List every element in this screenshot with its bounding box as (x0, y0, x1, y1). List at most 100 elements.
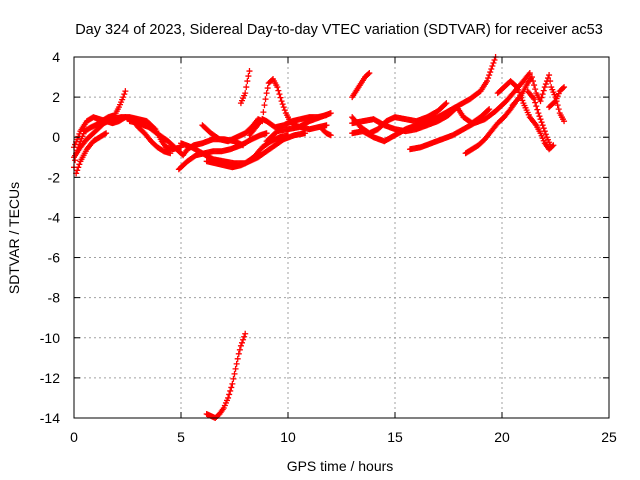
data-point (532, 99, 539, 106)
data-points (71, 54, 568, 421)
data-point (519, 97, 526, 104)
y-axis-label: SDTVAR / TECUs (6, 182, 22, 294)
data-point (226, 391, 233, 398)
data-point (535, 110, 542, 117)
data-point (302, 130, 309, 137)
data-point (102, 130, 109, 137)
data-point (122, 88, 129, 95)
data-point (531, 96, 538, 103)
data-point (491, 57, 498, 64)
data-point (231, 370, 238, 377)
data-point (230, 375, 237, 382)
data-point (546, 72, 553, 79)
satellite-track (524, 88, 555, 151)
satellite-track (546, 84, 568, 111)
data-point (536, 113, 543, 120)
data-point (277, 94, 284, 101)
satellite-track (349, 70, 373, 101)
data-point (528, 74, 535, 81)
y-tick-label: 0 (52, 129, 60, 145)
data-point (537, 98, 544, 105)
data-point (515, 86, 522, 93)
data-point (242, 330, 249, 337)
data-point (234, 355, 241, 362)
data-point (365, 71, 372, 78)
data-point (561, 84, 568, 91)
data-point (512, 83, 519, 90)
x-tick-label: 20 (494, 429, 510, 445)
data-point (264, 85, 271, 92)
data-point (532, 86, 539, 93)
data-point (243, 84, 250, 91)
data-point (488, 66, 495, 73)
data-point (281, 107, 288, 114)
data-point (540, 87, 547, 94)
x-tick-label: 0 (70, 429, 78, 445)
data-point (530, 94, 537, 101)
y-tick-label: -2 (48, 169, 61, 185)
x-axis-label: GPS time / hours (287, 458, 394, 474)
satellite-track (462, 100, 518, 157)
data-point (74, 167, 81, 174)
gridlines (74, 57, 609, 418)
data-point (76, 161, 83, 168)
data-point (72, 141, 79, 148)
satellite-track (319, 126, 334, 139)
y-tick-label: -4 (48, 209, 61, 225)
data-point (525, 71, 532, 78)
data-point (244, 78, 251, 85)
data-point (551, 99, 558, 106)
x-tick-label: 15 (387, 429, 403, 445)
x-tick-label: 5 (177, 429, 185, 445)
data-point (490, 60, 497, 67)
data-point (261, 102, 268, 109)
y-tick-label: -8 (48, 290, 61, 306)
data-point (561, 118, 568, 125)
satellite-track (349, 54, 499, 145)
data-point (236, 346, 243, 353)
data-point (486, 72, 493, 79)
data-point (262, 96, 269, 103)
data-point (545, 75, 552, 82)
data-point (235, 350, 242, 357)
data-point (485, 107, 492, 114)
data-point (103, 130, 110, 137)
data-point (259, 116, 266, 123)
data-point (443, 100, 450, 107)
y-tick-label: 2 (52, 89, 60, 105)
data-point (120, 94, 127, 101)
y-tick-label: -6 (48, 250, 61, 266)
satellite-track (237, 68, 253, 107)
data-point (237, 342, 244, 349)
data-point (538, 94, 545, 101)
data-point (327, 110, 334, 117)
plot-border (73, 56, 610, 419)
data-point (548, 144, 555, 151)
data-point (513, 84, 520, 91)
satellite-track (73, 130, 110, 177)
data-point (533, 103, 540, 110)
data-point (228, 384, 235, 391)
data-point (485, 75, 492, 82)
satellite-track (203, 330, 249, 421)
data-point (538, 119, 545, 126)
data-point (487, 69, 494, 76)
data-point (327, 132, 334, 139)
data-point (241, 333, 248, 340)
data-point (278, 98, 285, 105)
data-point (121, 91, 128, 98)
data-point (539, 122, 546, 129)
data-point (526, 70, 533, 77)
data-point (245, 73, 252, 80)
data-point (366, 70, 373, 77)
data-point (540, 125, 547, 132)
y-tick-label: -14 (40, 410, 60, 426)
satellite-track (178, 132, 291, 167)
y-tick-label: 4 (52, 49, 60, 65)
data-point (232, 365, 239, 372)
data-point (559, 85, 566, 92)
data-point (280, 104, 287, 111)
data-point (167, 150, 174, 157)
data-point (246, 68, 253, 75)
